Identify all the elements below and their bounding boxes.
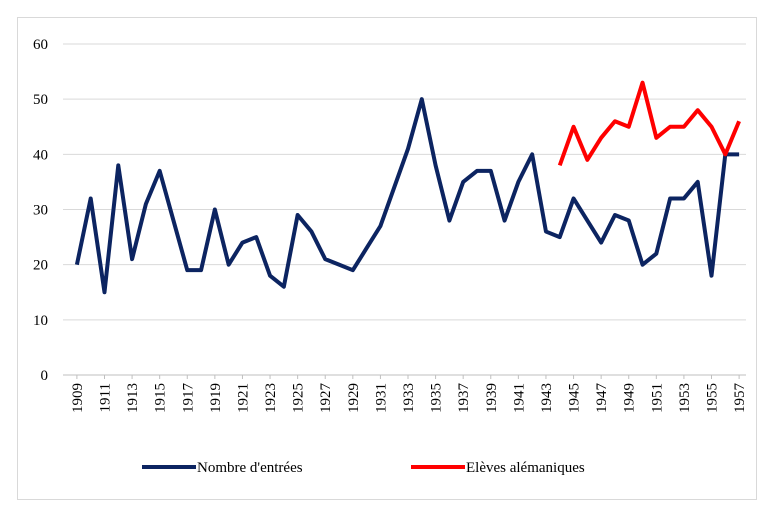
legend-label: Elèves alémaniques	[466, 460, 585, 476]
x-tick-label: 1909	[70, 383, 86, 413]
x-tick-label: 1939	[484, 383, 500, 413]
y-tick-label: 20	[33, 258, 48, 274]
x-tick-label: 1957	[732, 383, 748, 414]
x-tick-label: 1919	[208, 383, 224, 413]
x-tick-label: 1953	[677, 383, 693, 413]
x-tick-label: 1955	[705, 383, 721, 413]
series-line	[557, 80, 741, 167]
x-tick-label: 1943	[539, 383, 555, 413]
x-tick-label: 1937	[456, 383, 472, 414]
y-tick-label: 40	[33, 147, 48, 163]
x-tick-label: 1949	[622, 383, 638, 413]
chart-frame	[17, 17, 757, 500]
x-tick-label: 1911	[97, 383, 113, 412]
y-tick-label: 30	[33, 203, 48, 219]
x-tick-label: 1925	[291, 383, 307, 413]
x-tick-label: 1917	[180, 383, 196, 414]
x-tick-label: 1935	[429, 383, 445, 413]
y-tick-label: 50	[33, 92, 48, 108]
x-tick-label: 1945	[567, 383, 583, 413]
x-tick-label: 1913	[125, 383, 141, 413]
x-tick-label: 1951	[649, 383, 665, 413]
series-line	[74, 97, 740, 295]
y-tick-label: 10	[33, 313, 48, 329]
x-tick-label: 1923	[263, 383, 279, 413]
x-tick-label: 1941	[511, 383, 527, 413]
x-tick-label: 1921	[235, 383, 251, 413]
x-tick-label: 1947	[594, 383, 610, 414]
x-tick-label: 1929	[346, 383, 362, 413]
x-tick-label: 1915	[153, 383, 169, 413]
y-tick-label: 0	[41, 368, 49, 384]
x-tick-label: 1933	[401, 383, 417, 413]
y-tick-label: 60	[33, 37, 48, 53]
legend-label: Nombre d'entrées	[197, 460, 303, 476]
x-tick-label: 1927	[318, 383, 334, 414]
x-tick-label: 1931	[373, 383, 389, 413]
